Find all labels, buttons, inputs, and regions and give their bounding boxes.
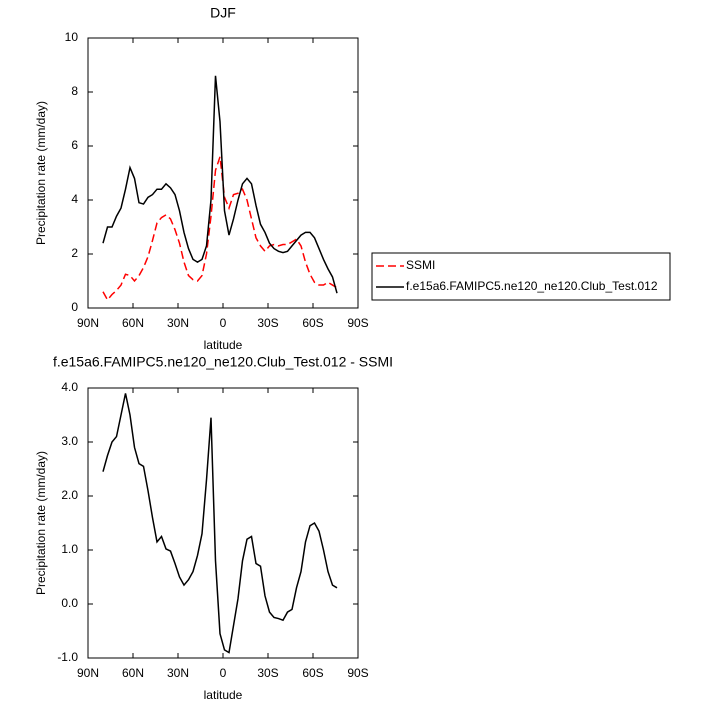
y-axis-label: Precipitation rate (mm/day) — [34, 451, 48, 595]
x-tick-label: 30S — [257, 316, 278, 330]
y-tick-label: 10 — [65, 30, 79, 44]
x-tick-label: 30N — [167, 666, 189, 680]
data-line — [102, 393, 338, 654]
y-tick-label: 2.0 — [61, 488, 78, 502]
chart-title: f.e15a6.FAMIPC5.ne120_ne120.Club_Test.01… — [53, 354, 393, 370]
y-tick-label: -1.0 — [57, 650, 78, 664]
y-tick-label: 0.0 — [61, 596, 78, 610]
x-tick-label: 90S — [347, 666, 368, 680]
legend-label: SSMI — [406, 258, 435, 272]
plot-frame — [87, 37, 359, 309]
plot-frame — [87, 387, 359, 659]
x-tick-label: 60S — [302, 666, 323, 680]
x-axis-label: latitude — [204, 688, 243, 702]
legend-label: f.e15a6.FAMIPC5.ne120_ne120.Club_Test.01… — [406, 279, 658, 293]
x-tick-label: 60N — [122, 666, 144, 680]
y-tick-label: 2 — [71, 246, 78, 260]
y-tick-label: 4.0 — [61, 380, 78, 394]
x-tick-label: 90N — [77, 666, 99, 680]
x-tick-label: 60S — [302, 316, 323, 330]
y-tick-label: 6 — [71, 138, 78, 152]
x-tick-label: 0 — [220, 316, 227, 330]
data-line — [102, 75, 338, 294]
y-tick-label: 8 — [71, 84, 78, 98]
legend-box — [371, 252, 671, 301]
x-tick-label: 30N — [167, 316, 189, 330]
y-tick-label: 1.0 — [61, 542, 78, 556]
x-tick-label: 90S — [347, 316, 368, 330]
data-line — [102, 156, 338, 302]
y-tick-label: 4 — [71, 192, 78, 206]
chart-title: DJF — [210, 5, 236, 21]
x-tick-label: 0 — [220, 666, 227, 680]
y-tick-label: 3.0 — [61, 434, 78, 448]
y-axis-label: Precipitation rate (mm/day) — [34, 101, 48, 245]
x-tick-label: 60N — [122, 316, 144, 330]
x-tick-label: 90N — [77, 316, 99, 330]
x-tick-label: 30S — [257, 666, 278, 680]
x-axis-label: latitude — [204, 338, 243, 352]
y-tick-label: 0 — [71, 300, 78, 314]
